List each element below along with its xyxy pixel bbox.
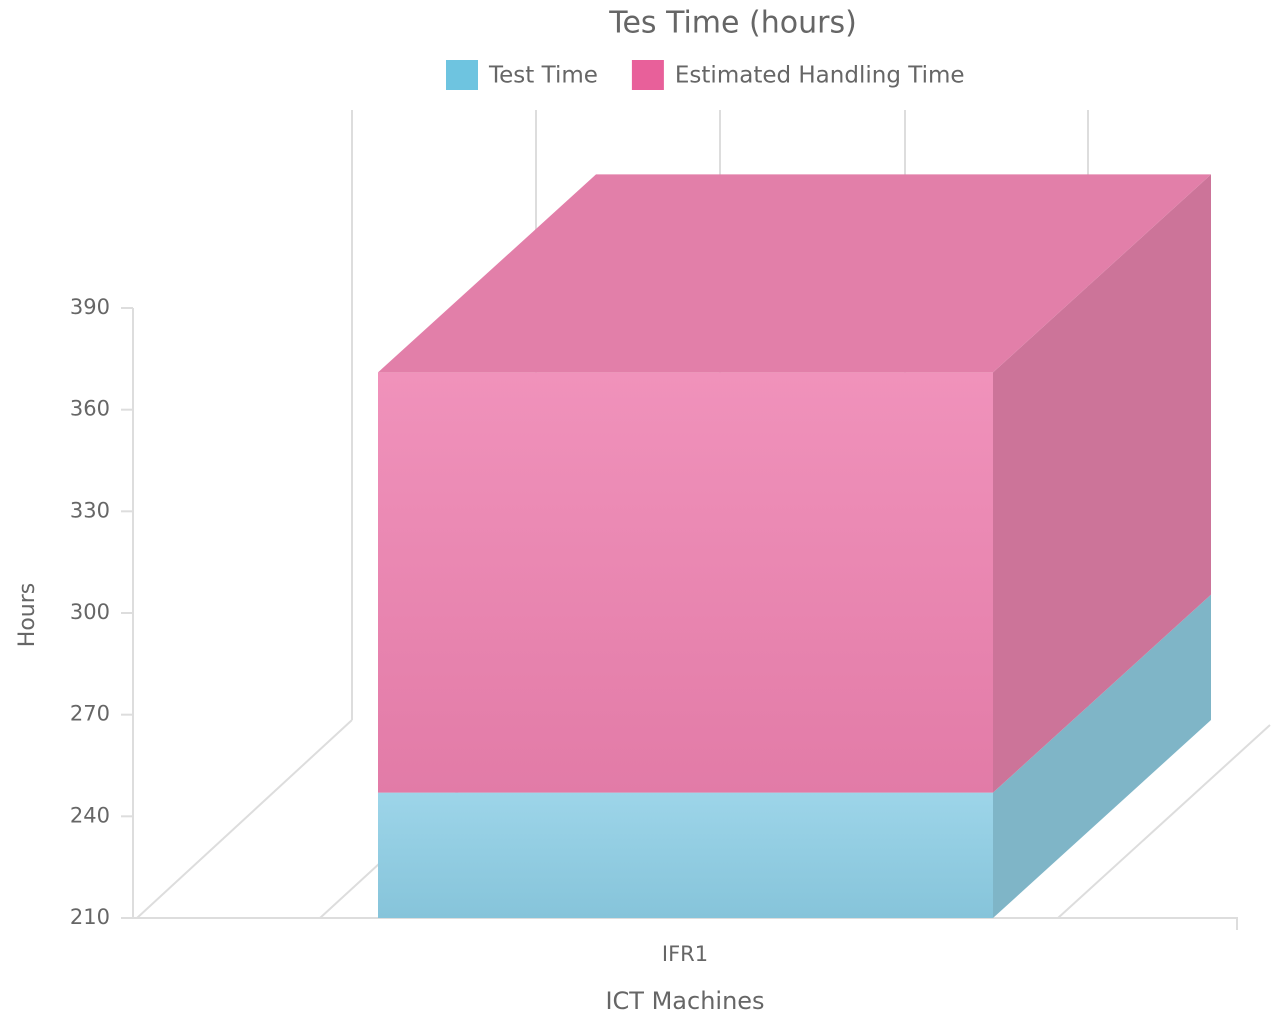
bar-side — [993, 594, 1211, 918]
x-tick-label: IFR1 — [662, 942, 708, 966]
y-tick-label: 210 — [70, 905, 110, 929]
bar-top — [378, 174, 1211, 373]
y-tick-label: 330 — [70, 498, 110, 522]
y-axis-title: Hours — [15, 583, 40, 647]
y-tick-label: 300 — [70, 600, 110, 624]
legend-swatch — [631, 60, 664, 90]
y-tick-label: 240 — [70, 803, 110, 827]
bar-side — [993, 174, 1211, 793]
legend-label: Estimated Handling Time — [675, 63, 965, 89]
bar — [378, 792, 993, 918]
legend-label: Test Time — [488, 63, 598, 89]
y-tick-label: 270 — [70, 702, 110, 726]
bar — [378, 372, 993, 793]
x-axis-title: ICT Machines — [605, 987, 764, 1015]
y-tick-label: 390 — [70, 295, 110, 319]
y-tick-label: 360 — [70, 397, 110, 421]
legend-swatch — [446, 60, 478, 90]
chart-title: Tes Time (hours) — [608, 6, 857, 41]
